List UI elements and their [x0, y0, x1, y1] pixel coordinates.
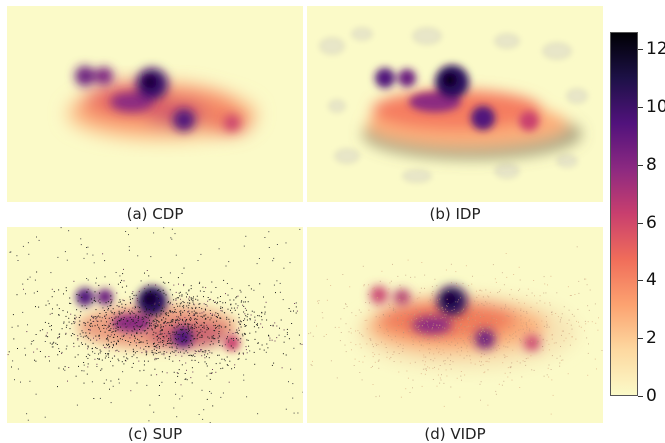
colorbar-tick-label: 2 — [646, 328, 657, 349]
cdp-density-map — [7, 6, 303, 202]
panel-vidp — [307, 227, 603, 423]
colorbar-tick-label: 12 — [646, 39, 665, 60]
colorbar-tick — [638, 107, 643, 109]
caption-sup: (c) SUP — [127, 425, 183, 443]
colorbar-tick — [638, 396, 643, 397]
colorbar-tick — [638, 164, 643, 166]
colorbar-tick-label: 6 — [646, 212, 657, 233]
caption-cdp: (a) CDP — [126, 205, 184, 223]
colorbar-tick — [638, 338, 643, 340]
colorbar-tick — [638, 49, 643, 51]
colorbar-tick-label: 4 — [646, 270, 657, 291]
vidp-density-map — [307, 227, 603, 423]
caption-vidp: (d) VIDP — [424, 425, 486, 443]
sup-density-map — [7, 227, 303, 423]
sup-sample-points — [7, 227, 303, 423]
colorbar-tick-label: 8 — [646, 154, 657, 175]
panel-sup — [7, 227, 303, 423]
idp-density-map — [307, 6, 603, 202]
caption-idp: (b) IDP — [429, 205, 481, 223]
colorbar-tick-label: 0 — [646, 386, 657, 406]
colorbar-tick — [638, 280, 643, 282]
colorbar-tick — [638, 222, 643, 224]
vidp-grain-texture — [308, 246, 603, 415]
panel-idp — [307, 6, 603, 202]
panel-cdp — [7, 6, 303, 202]
colorbar-tick-label: 10 — [646, 97, 665, 118]
colorbar — [610, 32, 638, 396]
